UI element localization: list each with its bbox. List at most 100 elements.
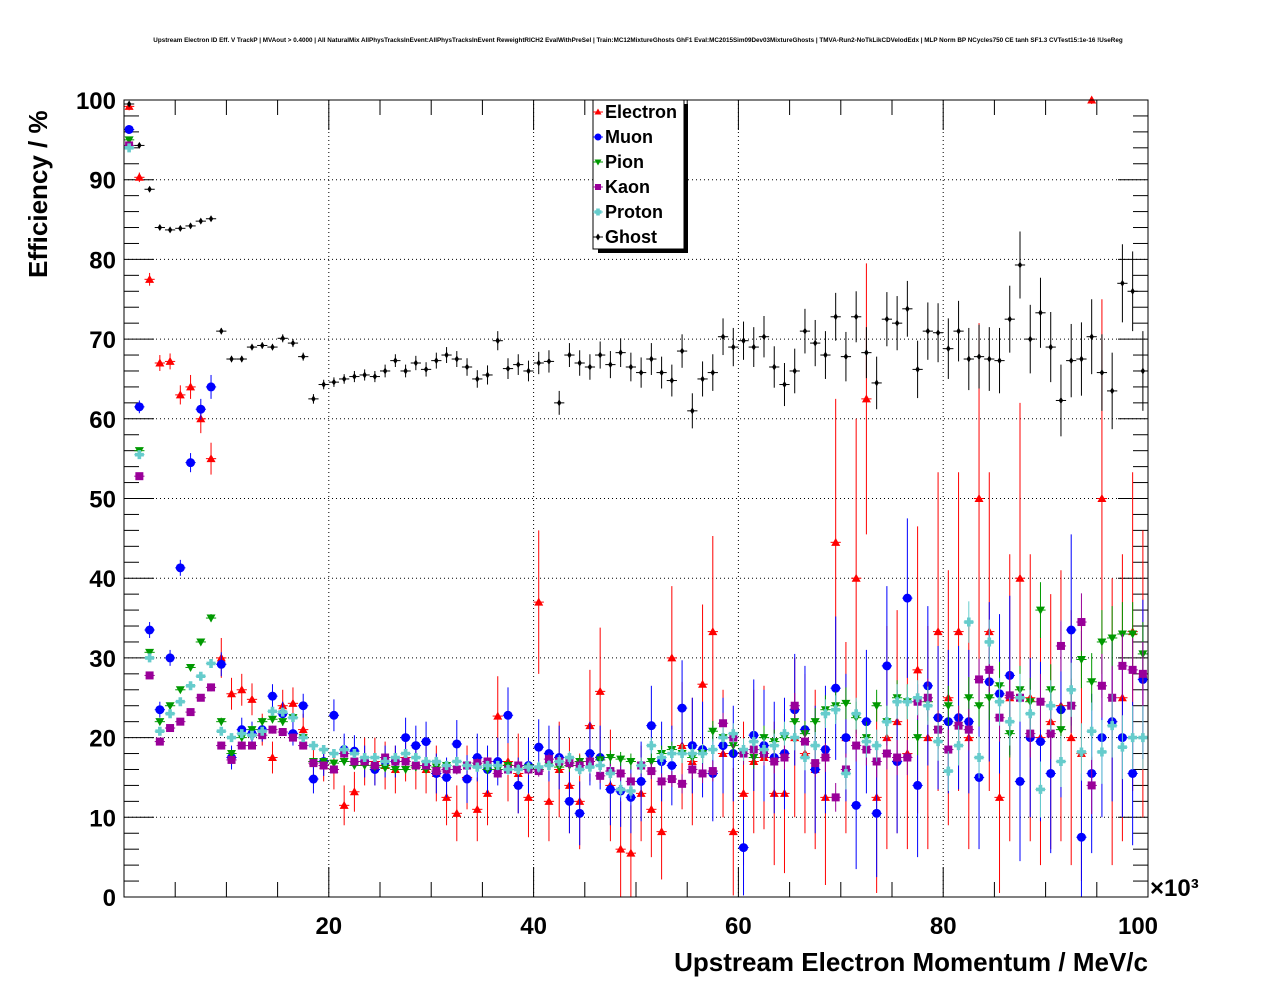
- proton-point: [185, 681, 196, 691]
- kaon-point: [400, 757, 411, 766]
- muon-marker: [1035, 737, 1045, 747]
- muon-marker: [1066, 625, 1076, 635]
- proton-point: [799, 744, 811, 771]
- kaon-point: [1086, 756, 1097, 815]
- proton-point: [318, 745, 329, 755]
- ghost-marker: [700, 375, 705, 383]
- muon-point: [164, 649, 176, 666]
- proton-point: [1096, 720, 1108, 784]
- ghost-marker: [434, 357, 439, 365]
- proton-point: [728, 723, 739, 744]
- legend-label: Kaon: [605, 177, 650, 197]
- electron-marker: [472, 804, 482, 813]
- ghost-point: [236, 355, 247, 363]
- proton-marker: [370, 753, 380, 763]
- legend: Electron Muon Pion Kaon Proton Ghost: [592, 99, 688, 253]
- proton-point: [738, 738, 749, 761]
- ghost-point: [605, 351, 616, 379]
- proton-marker: [472, 762, 482, 772]
- ghost-marker: [813, 339, 818, 347]
- electron-marker: [267, 753, 277, 762]
- electron-point: [185, 374, 196, 399]
- pion-point: [400, 765, 411, 774]
- ghost-marker: [126, 100, 132, 108]
- pion-point: [154, 718, 165, 727]
- pion-marker: [1056, 726, 1066, 735]
- pion-marker: [646, 758, 656, 767]
- kaon-point: [175, 717, 186, 726]
- pion-point: [810, 708, 821, 736]
- ghost-point: [431, 352, 442, 369]
- proton-marker: [605, 768, 615, 778]
- ghost-marker: [761, 333, 767, 341]
- muon-marker: [186, 458, 196, 468]
- proton-point: [1107, 693, 1118, 758]
- kaon-marker: [217, 741, 226, 750]
- kaon-marker: [432, 767, 441, 776]
- proton-point: [1035, 761, 1046, 818]
- electron-marker: [523, 792, 533, 801]
- kaon-point: [410, 761, 421, 770]
- kaon-point: [973, 658, 985, 701]
- ghost-marker: [1109, 387, 1115, 395]
- ghost-point: [287, 339, 299, 348]
- muon-point: [144, 622, 155, 638]
- ghost-marker: [618, 349, 623, 357]
- kaon-marker: [135, 472, 144, 481]
- proton-marker: [995, 697, 1005, 707]
- pion-marker: [380, 764, 390, 773]
- proton-marker: [216, 726, 226, 736]
- kaon-marker: [1118, 661, 1127, 670]
- proton-point: [1014, 673, 1026, 722]
- pion-marker: [216, 718, 226, 727]
- proton-point: [912, 680, 923, 716]
- ghost-point: [994, 327, 1005, 394]
- proton-point: [595, 758, 606, 773]
- proton-point: [164, 709, 176, 719]
- pion-point: [1086, 653, 1097, 711]
- proton-marker: [493, 760, 503, 770]
- ghost-marker: [464, 363, 470, 371]
- pion-marker: [616, 755, 626, 764]
- ghost-point: [1107, 352, 1118, 430]
- muon-marker: [267, 691, 277, 701]
- proton-point: [656, 749, 667, 766]
- electron-marker: [339, 800, 349, 809]
- muon-marker: [739, 843, 749, 853]
- ghost-point: [963, 327, 974, 391]
- electron-point: [472, 777, 483, 842]
- ghost-point: [881, 292, 892, 347]
- proton-point: [472, 762, 483, 772]
- proton-point: [840, 757, 852, 790]
- electron-point: [533, 530, 544, 674]
- proton-marker: [134, 450, 144, 460]
- proton-marker: [503, 764, 513, 774]
- kaon-point: [1035, 673, 1046, 730]
- ghost-point: [380, 364, 391, 378]
- kaon-marker: [370, 761, 379, 770]
- kaon-marker: [944, 745, 953, 754]
- proton-marker: [247, 730, 257, 740]
- electron-marker: [1066, 733, 1076, 742]
- proton-marker: [831, 705, 841, 715]
- proton-point: [298, 733, 309, 743]
- kaon-marker: [268, 725, 277, 734]
- kaon-point: [1117, 633, 1128, 698]
- ghost-point: [257, 341, 268, 349]
- ghost-point: [748, 327, 759, 367]
- ghost-point: [615, 338, 626, 367]
- legend-entry-muon: Muon: [593, 127, 653, 147]
- x-tick-label: 20: [315, 913, 342, 940]
- kaon-point: [707, 760, 718, 782]
- ghost-marker: [976, 353, 982, 361]
- kaon-point: [308, 759, 319, 768]
- kaon-marker: [411, 761, 420, 770]
- ghost-marker: [208, 215, 214, 223]
- ghost-marker: [1069, 357, 1074, 365]
- ghost-marker: [956, 327, 961, 335]
- electron-point: [134, 172, 145, 183]
- muon-marker: [1076, 832, 1086, 842]
- muon-marker: [196, 404, 206, 414]
- ghost-marker: [884, 315, 890, 323]
- y-tick-label: 0: [103, 885, 116, 912]
